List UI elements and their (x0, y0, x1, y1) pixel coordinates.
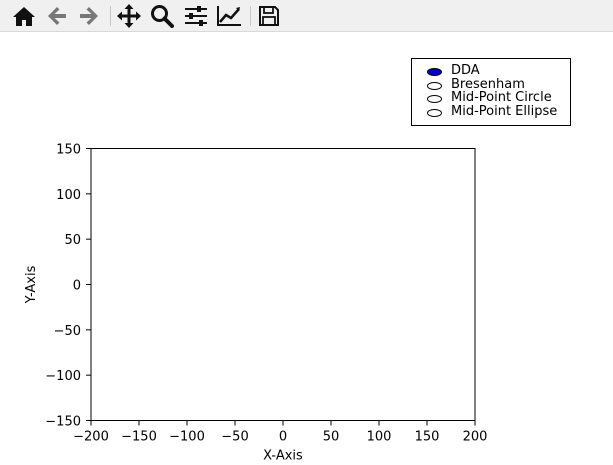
home-button[interactable] (9, 2, 39, 30)
y-axis-label: Y-Axis (24, 265, 39, 304)
save-button[interactable] (254, 2, 284, 30)
zoom-button[interactable] (147, 2, 177, 30)
radio-option-label: Bresenham (451, 77, 525, 92)
x-tick-label: −200 (73, 430, 109, 445)
toolbar-separator (110, 6, 111, 26)
y-tick-label: 0 (73, 279, 81, 294)
radio-indicator[interactable] (427, 82, 442, 90)
radio-option-label: DDA (451, 63, 480, 78)
y-tick-label: −50 (54, 324, 81, 339)
radio-indicator[interactable] (427, 68, 442, 76)
x-axis-label: X-Axis (263, 449, 303, 464)
algorithm-radio-buttons: DDA Bresenham Mid-Point Circle Mid-Point… (411, 58, 571, 126)
axes-frame (90, 148, 476, 421)
edit-axis-button[interactable] (214, 2, 244, 30)
x-tick-label: 100 (367, 430, 392, 445)
toolbar-separator (250, 6, 251, 26)
arrow-right-icon (80, 7, 98, 25)
radio-option-mid-point-circle[interactable]: Mid-Point Circle (412, 90, 570, 106)
sliders-icon (185, 6, 207, 26)
radio-option-mid-point-ellipse[interactable]: Mid-Point Ellipse (412, 104, 570, 120)
y-tick-label: 50 (64, 233, 81, 248)
radio-option-label: Mid-Point Circle (451, 90, 552, 105)
radio-option-label: Mid-Point Ellipse (451, 104, 558, 119)
arrow-left-icon (48, 7, 66, 25)
forward-button[interactable] (74, 2, 104, 30)
y-tick-label: −100 (45, 369, 81, 384)
radio-option-bresenham[interactable]: Bresenham (412, 77, 570, 93)
x-tick-label: 150 (415, 430, 440, 445)
x-tick-label: −50 (221, 430, 248, 445)
radio-indicator[interactable] (427, 95, 442, 103)
navigation-toolbar (0, 0, 613, 32)
plot-canvas[interactable]: −200 −150 −100 −50 0 50 100 150 200 −150−100−500… (0, 32, 613, 465)
y-tick-label: 100 (56, 188, 81, 203)
x-tick-label: 0 (279, 430, 287, 445)
magnifier-icon (151, 5, 174, 28)
x-tick-label: −100 (169, 430, 205, 445)
radio-indicator[interactable] (427, 109, 442, 117)
configure-subplots-button[interactable] (181, 2, 211, 30)
move-icon (117, 4, 141, 28)
floppy-disk-icon (259, 6, 279, 26)
line-chart-icon (217, 6, 241, 26)
pan-button[interactable] (114, 2, 144, 30)
x-tick-label: −150 (121, 430, 157, 445)
x-tick-label: 50 (323, 430, 340, 445)
back-button[interactable] (42, 2, 72, 30)
home-icon (13, 7, 35, 26)
x-axis-ticks: −200 −150 −100 −50 0 50 100 150 200 (73, 420, 488, 445)
radio-option-dda[interactable]: DDA (412, 63, 570, 79)
y-tick-label: 150 (56, 143, 81, 158)
y-axis-ticks: −150 −100 −50 0 50 100 150 (45, 143, 91, 430)
x-tick-label: 200 (463, 430, 488, 445)
y-tick-label: −150 (45, 415, 81, 430)
